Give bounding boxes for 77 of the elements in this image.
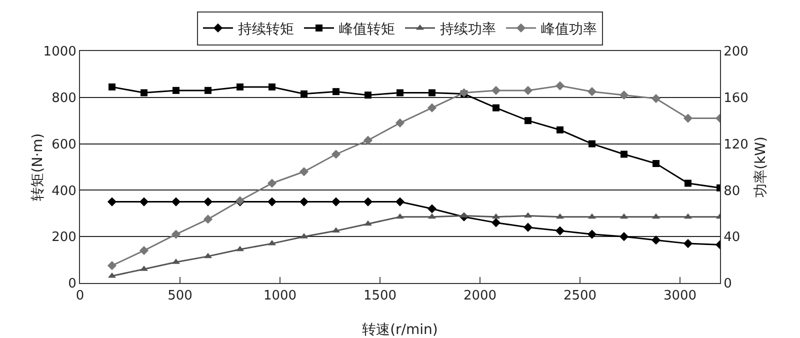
point: [332, 88, 340, 96]
point: [171, 197, 181, 206]
point: [683, 239, 693, 248]
point: [204, 86, 212, 94]
x-tick-label: 3000: [663, 288, 697, 304]
point: [683, 114, 693, 123]
point: [684, 180, 692, 187]
point: [331, 150, 341, 159]
point: [619, 232, 629, 242]
y-axis-title: 转矩(N·m): [30, 133, 46, 201]
point: [652, 160, 660, 168]
point: [108, 83, 116, 90]
legend-label: 持续转矩: [238, 21, 294, 38]
point: [203, 214, 213, 224]
point: [588, 140, 596, 148]
y2-tick-label: 200: [724, 44, 748, 60]
point: [331, 197, 341, 206]
x-axis-title: 转速(r/min): [362, 322, 438, 338]
y-tick-label: 200: [52, 230, 76, 246]
point: [107, 197, 117, 206]
point: [203, 197, 213, 206]
point: [364, 92, 372, 99]
point: [299, 197, 309, 206]
point: [523, 86, 533, 95]
y2-tick-label: 40: [724, 230, 740, 246]
point: [267, 197, 277, 206]
point: [427, 204, 437, 214]
point: [492, 104, 500, 112]
point: [299, 167, 309, 176]
y2-tick-label: 0: [724, 276, 732, 292]
point: [236, 83, 244, 90]
x-tick-label: 1000: [263, 288, 297, 304]
point: [619, 90, 629, 100]
point: [587, 230, 597, 239]
x-tick-label: 1500: [363, 288, 397, 304]
x-tick-label: 500: [168, 288, 192, 304]
point: [491, 86, 501, 95]
y2-tick-label: 160: [724, 90, 748, 106]
y-tick-label: 0: [68, 276, 76, 292]
point: [651, 94, 661, 104]
point: [587, 87, 597, 96]
point: [139, 197, 149, 206]
point: [524, 117, 532, 124]
point: [555, 226, 565, 236]
y2-tick-label: 80: [724, 184, 740, 199]
x-tick-label: 2500: [563, 288, 597, 304]
point: [620, 150, 628, 158]
point: [395, 118, 405, 128]
y2-axis-title: 功率(kW): [753, 136, 769, 198]
point: [427, 103, 437, 112]
point: [267, 178, 277, 188]
point: [651, 236, 661, 245]
point: [268, 83, 276, 90]
x-tick-label: 2000: [463, 288, 497, 304]
legend-label: 峰值转矩: [339, 21, 395, 38]
point: [363, 197, 373, 206]
y-tick-label: 800: [52, 90, 76, 106]
point: [428, 89, 436, 96]
point: [139, 246, 149, 256]
y-tick-label: 1000: [43, 44, 76, 60]
point: [523, 222, 533, 232]
point: [556, 126, 564, 134]
y-tick-label: 400: [52, 184, 76, 199]
point: [172, 86, 180, 94]
point: [395, 197, 405, 206]
y-tick-label: 600: [52, 137, 76, 152]
point: [491, 218, 501, 228]
point: [171, 230, 181, 239]
legend-label: 持续功率: [440, 21, 496, 38]
point: [300, 90, 308, 98]
legend-label: 峰值功率: [541, 21, 597, 38]
y2-tick-label: 120: [724, 137, 748, 152]
point: [107, 261, 117, 270]
point: [363, 136, 373, 145]
point: [555, 81, 565, 90]
point: [140, 89, 148, 96]
point: [396, 89, 404, 96]
